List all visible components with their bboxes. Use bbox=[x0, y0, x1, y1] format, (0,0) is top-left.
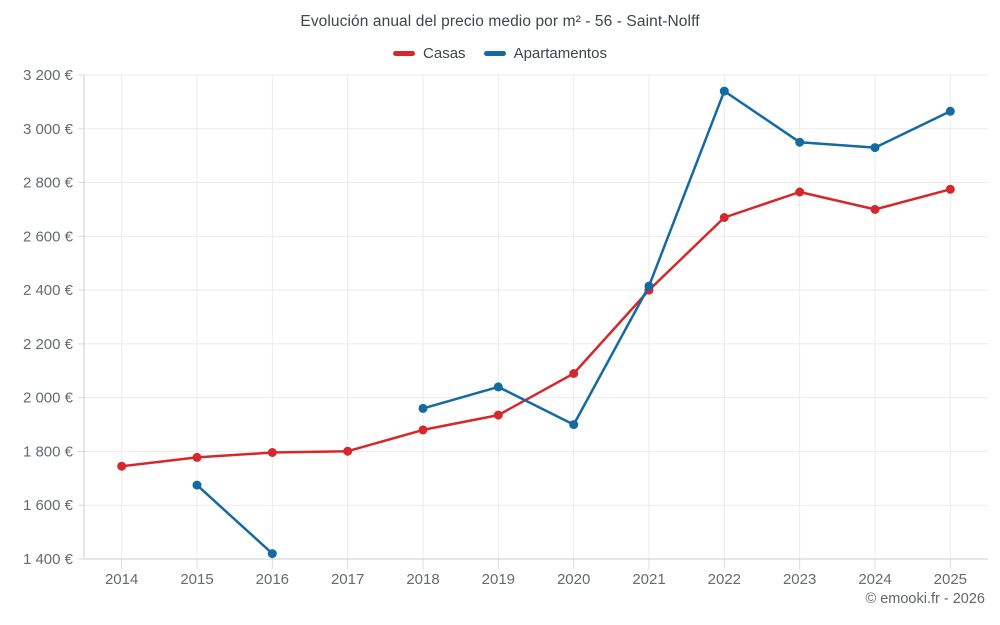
data-point-casas-2018 bbox=[418, 425, 428, 435]
legend-label-casas: Casas bbox=[423, 45, 466, 62]
data-point-apartamentos-2018 bbox=[418, 403, 428, 413]
data-point-casas-2022 bbox=[719, 213, 729, 222]
x-tick-label: 2022 bbox=[708, 571, 741, 588]
attribution: © emooki.fr - 2026 bbox=[865, 591, 985, 607]
y-tick-label: 2 200 € bbox=[23, 336, 74, 353]
y-tick-label: 1 600 € bbox=[23, 497, 74, 514]
data-point-apartamentos-2023 bbox=[795, 137, 805, 147]
y-tick-label: 3 000 € bbox=[23, 121, 74, 138]
x-tick-label: 2023 bbox=[783, 571, 816, 588]
y-tick-label: 2 000 € bbox=[23, 390, 74, 407]
data-point-casas-2025 bbox=[945, 184, 955, 194]
legend-label-apartamentos: Apartamentos bbox=[513, 45, 607, 62]
x-tick-label: 2021 bbox=[632, 571, 665, 588]
y-tick-label: 1 800 € bbox=[23, 443, 74, 460]
legend-item-apartamentos[interactable]: Apartamentos bbox=[483, 45, 607, 62]
data-point-casas-2023 bbox=[795, 187, 805, 197]
data-point-apartamentos-2021 bbox=[644, 281, 654, 291]
data-point-apartamentos-2020 bbox=[569, 420, 579, 430]
chart-title: Evolución anual del precio medio por m² … bbox=[300, 13, 700, 30]
series-line-casas bbox=[120, 188, 952, 468]
data-point-apartamentos-2015 bbox=[192, 480, 202, 490]
x-tick-label: 2020 bbox=[557, 571, 590, 588]
x-tick-label: 2018 bbox=[406, 571, 439, 588]
y-tick-label: 2 400 € bbox=[23, 282, 74, 299]
data-point-apartamentos-2025 bbox=[945, 106, 955, 116]
x-tick-label: 2025 bbox=[934, 571, 967, 588]
data-point-casas-2019 bbox=[493, 410, 503, 420]
y-tick-label: 2 800 € bbox=[23, 175, 74, 192]
data-point-casas-2017 bbox=[343, 446, 353, 456]
data-point-apartamentos-2024 bbox=[870, 143, 880, 153]
legend: Casas Apartamentos bbox=[0, 45, 1000, 62]
x-tick-label: 2024 bbox=[858, 571, 891, 588]
data-point-apartamentos-2022 bbox=[719, 86, 729, 96]
x-tick-label: 2017 bbox=[331, 571, 364, 588]
data-point-apartamentos-2016 bbox=[267, 549, 277, 559]
data-point-apartamentos-2019 bbox=[493, 382, 503, 392]
x-tick-label: 2014 bbox=[105, 571, 138, 588]
legend-item-casas[interactable]: Casas bbox=[393, 45, 466, 62]
x-tick-label: 2019 bbox=[482, 571, 515, 588]
y-tick-label: 2 600 € bbox=[23, 228, 74, 245]
data-point-casas-2020 bbox=[569, 369, 579, 378]
data-point-casas-2024 bbox=[870, 204, 880, 214]
legend-swatch-casas bbox=[393, 51, 416, 56]
x-tick-label: 2015 bbox=[180, 571, 213, 588]
series-line-apartamentos bbox=[195, 89, 952, 555]
data-point-casas-2016 bbox=[267, 448, 277, 457]
data-point-casas-2014 bbox=[117, 461, 127, 471]
x-tick-label: 2016 bbox=[256, 571, 289, 588]
legend-swatch-apartamentos bbox=[483, 51, 506, 56]
data-point-casas-2015 bbox=[192, 452, 202, 462]
y-tick-label: 1 400 € bbox=[23, 551, 74, 568]
y-tick-label: 3 200 € bbox=[23, 67, 74, 84]
